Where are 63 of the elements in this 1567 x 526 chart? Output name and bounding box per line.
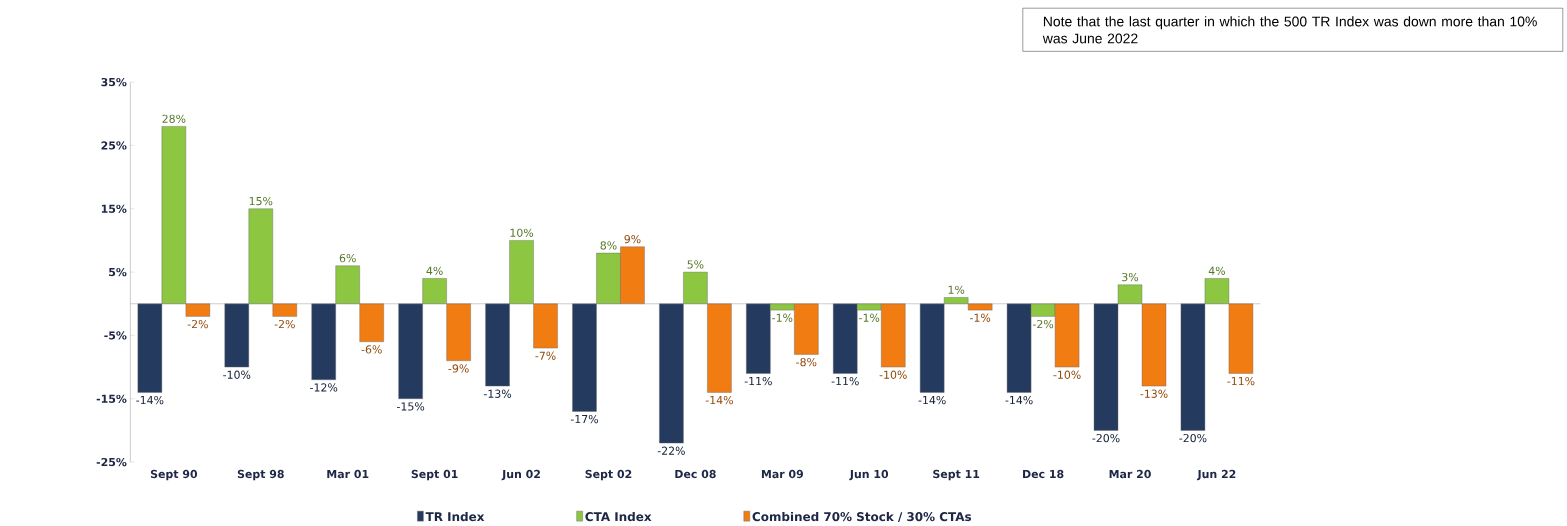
y-tick-label: 25% [101, 141, 127, 150]
data-label: -11% [1227, 376, 1255, 386]
y-tick-label: -5% [104, 331, 127, 340]
data-label: -2% [187, 319, 208, 329]
x-tick-label: Jun 22 [1196, 469, 1236, 480]
data-label: -15% [397, 402, 425, 411]
data-label: -17% [570, 414, 599, 424]
data-label: -14% [1005, 395, 1033, 405]
data-label: -12% [310, 383, 338, 392]
y-tick-label: -15% [96, 394, 127, 403]
data-label: 4% [426, 266, 443, 275]
data-label: -6% [361, 345, 382, 354]
data-label: -8% [796, 357, 817, 367]
data-label: 6% [339, 253, 356, 263]
data-label: -14% [136, 395, 164, 405]
data-label: -13% [483, 389, 512, 398]
x-tick-label: Jun 02 [501, 469, 540, 480]
y-tick-label: -25% [96, 457, 127, 467]
legend-label: CTA Index [585, 511, 652, 521]
data-label: -20% [1179, 433, 1207, 443]
data-label: 1% [948, 285, 965, 294]
text: Note that the last quarter in which the 500 TR Index was down more than 10% was June 2022 [1042, 15, 1537, 44]
data-label: 10% [510, 228, 534, 237]
x-tick-label: Dec 18 [1023, 469, 1064, 478]
x-tick-label: Mar 01 [327, 469, 369, 478]
x-tick-label: Sept 01 [411, 469, 458, 481]
data-label: -22% [657, 446, 685, 455]
data-label: -13% [1140, 389, 1168, 398]
y-tick-label: 15% [101, 204, 127, 213]
data-label: -7% [535, 351, 556, 360]
data-label: -9% [448, 364, 469, 373]
data-label: 8% [600, 241, 617, 250]
data-label: -14% [918, 395, 946, 405]
data-label: -10% [1053, 370, 1081, 379]
x-tick-label: Dec 08 [675, 469, 716, 478]
data-label: 3% [1122, 272, 1139, 282]
data-label: -20% [1092, 433, 1120, 443]
x-tick-label: Jun 10 [849, 469, 889, 480]
data-label: 28% [162, 114, 186, 123]
data-label: -2% [274, 319, 295, 329]
y-tick-label: 35% [101, 77, 127, 87]
data-label: -1% [772, 313, 793, 322]
data-label: -11% [831, 376, 859, 386]
x-tick-label: Sept 90 [150, 469, 198, 481]
data-label: -10% [223, 370, 251, 379]
x-tick-label: Sept 98 [237, 469, 284, 481]
legend-label: TR Index [425, 511, 485, 521]
legend-label: Combined 70% Stock / 30% CTAs [752, 511, 972, 522]
data-label: 4% [1208, 266, 1226, 275]
data-label: -2% [1032, 319, 1054, 329]
data-label: -14% [705, 395, 733, 405]
data-label: -11% [744, 376, 772, 386]
data-label: -1% [970, 313, 991, 322]
x-tick-label: Mar 09 [761, 469, 803, 478]
x-tick-label: Sept 02 [585, 469, 632, 481]
x-tick-label: Mar 20 [1109, 469, 1151, 478]
data-label: -10% [879, 370, 907, 379]
y-tick-label: 5% [109, 267, 127, 277]
data-label: -1% [859, 313, 880, 322]
x-tick-label: Sept 11 [933, 469, 980, 481]
data-label: 5% [687, 260, 704, 269]
data-label: 15% [249, 196, 273, 206]
data-label: 9% [624, 234, 641, 244]
